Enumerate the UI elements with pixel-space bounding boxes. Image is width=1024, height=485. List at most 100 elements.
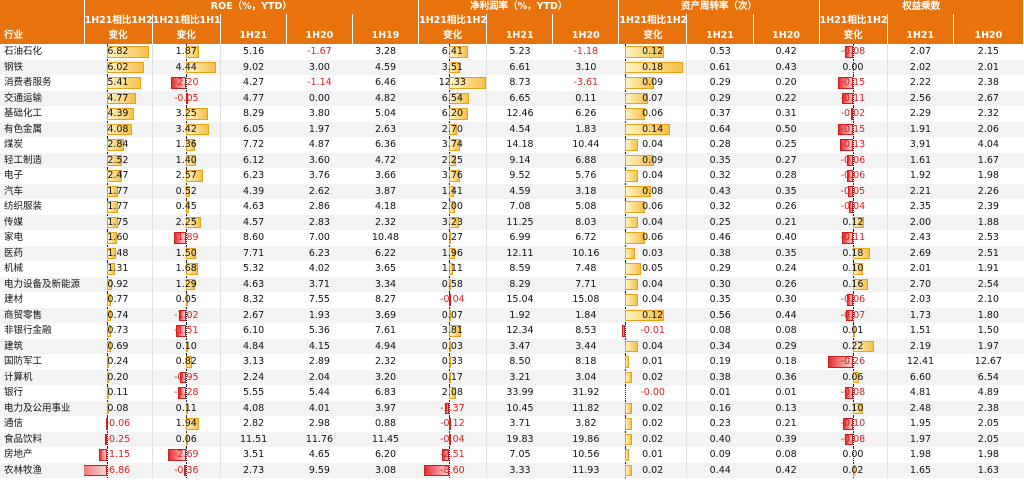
change-bar <box>625 92 648 104</box>
change-bar-cell: 0.04 <box>618 338 688 354</box>
change-bar-cell: 3.42 <box>152 121 221 137</box>
change-bar <box>449 77 486 89</box>
change-bar-cell: 0.04 <box>618 292 688 308</box>
change-bar <box>186 216 202 228</box>
change-bar-cell: -0.01 <box>618 323 688 339</box>
value-cell: 2.82 <box>220 416 287 432</box>
value-cell: 0.36 <box>753 369 820 385</box>
table-row: 电力设备及新能源 0.92 1.29 4.63 3.71 3.34 0.58 8.29 7.71… <box>0 276 1024 292</box>
change-bar <box>186 170 204 182</box>
change-bar <box>625 108 645 120</box>
change-value: 1.77 <box>107 201 129 212</box>
change-bar <box>625 185 652 197</box>
change-value: 3.74 <box>441 139 463 150</box>
table-row: 医药 1.48 1.50 7.71 6.23 6.22 1.96 12.11 10.16 0.03… <box>0 245 1024 261</box>
value-cell: 3.28 <box>352 44 419 60</box>
change-bar <box>186 356 192 368</box>
value-cell: 0.18 <box>753 354 820 370</box>
table-row: 电力及公用事业 0.08 0.11 4.08 4.01 3.97 -1.37 10.45 11.… <box>0 400 1024 416</box>
value-cell: 0.30 <box>753 292 820 308</box>
value-cell: 6.26 <box>552 106 619 122</box>
table-row: 汽车 1.77 0.52 4.39 2.62 3.87 1.41 4.59 3.18 0.08 0.… <box>0 183 1024 199</box>
value-cell: 4.81 <box>887 385 954 401</box>
change-value: 2.70 <box>441 123 463 135</box>
value-cell: 0.16 <box>686 400 754 416</box>
change-value: 0.58 <box>441 278 463 290</box>
value-cell: 3.20 <box>352 369 419 385</box>
change-bar-cell: 6.54 <box>418 90 488 106</box>
value-cell: 6.23 <box>220 168 287 184</box>
change-value: 0.05 <box>175 294 197 305</box>
value-cell: 3.71 <box>286 276 353 292</box>
change-value: 6.82 <box>107 46 129 57</box>
change-bar-cell: -0.08 <box>819 431 888 447</box>
value-cell: 2.06 <box>953 121 1024 137</box>
value-cell: 3.34 <box>352 276 419 292</box>
change-bar-cell: 0.04 <box>618 137 688 153</box>
value-cell: 7.08 <box>486 199 553 215</box>
change-bar <box>852 325 855 337</box>
value-cell: 8.59 <box>486 261 553 277</box>
industry-name: 基础化工 <box>0 106 85 122</box>
change-value: 2.00 <box>441 201 463 212</box>
value-cell: 1.88 <box>953 214 1024 230</box>
value-cell: 2.69 <box>887 245 954 261</box>
change-bar-cell: 0.05 <box>618 261 688 277</box>
change-bar-cell: 0.12 <box>618 307 688 323</box>
change-value: -0.06 <box>840 294 866 305</box>
change-value: 0.00 <box>842 61 864 73</box>
value-cell: 0.08 <box>686 323 754 339</box>
change-bar-cell: 1.36 <box>152 137 221 153</box>
change-bar <box>186 263 198 275</box>
zero-axis <box>852 292 854 308</box>
value-cell: 9.52 <box>486 168 553 184</box>
table-row: 建材 0.77 0.05 8.32 7.55 8.27 -0.04 15.04 15.08 0.0… <box>0 292 1024 308</box>
value-cell: 0.27 <box>753 152 820 168</box>
change-bar <box>105 433 108 445</box>
change-bar-cell: 4.44 <box>152 59 221 75</box>
zero-axis <box>852 121 854 137</box>
change-value: 0.06 <box>842 371 864 383</box>
value-cell: 3.13 <box>220 354 287 370</box>
value-cell: 2.39 <box>953 199 1024 215</box>
change-bar <box>625 433 632 445</box>
value-cell: 4.18 <box>352 199 419 215</box>
value-cell: 6.83 <box>352 385 419 401</box>
change-value: 1.40 <box>175 154 197 166</box>
change-bar <box>106 356 109 368</box>
value-cell: 0.34 <box>686 338 754 354</box>
value-cell: 7.71 <box>552 276 619 292</box>
change-bar <box>186 154 196 166</box>
value-cell: 6.65 <box>486 90 553 106</box>
value-cell: 8.73 <box>486 75 553 91</box>
change-value: -0.95 <box>173 371 199 383</box>
change-bar <box>186 402 189 414</box>
header-margin-vs-1h20: 1H21相比1H20 <box>418 14 488 28</box>
change-value: 0.07 <box>441 309 463 321</box>
change-bar-cell: 0.11 <box>152 400 221 416</box>
change-bar-cell: 0.27 <box>418 230 488 246</box>
change-value: -0.04 <box>440 294 465 305</box>
change-bar-cell: 0.52 <box>152 183 221 199</box>
change-bar <box>838 123 853 135</box>
industry-name: 电力设备及新能源 <box>0 276 85 292</box>
change-bar-cell: 0.06 <box>618 106 688 122</box>
industry-name: 石油石化 <box>0 44 85 60</box>
value-cell: 11.93 <box>552 462 619 478</box>
change-bar <box>847 154 853 166</box>
change-value: 0.11 <box>107 387 129 398</box>
change-bar <box>625 402 632 414</box>
value-cell: 3.65 <box>352 261 419 277</box>
value-cell: 3.18 <box>552 183 619 199</box>
value-cell: 5.76 <box>552 168 619 184</box>
value-cell: 0.22 <box>753 90 820 106</box>
table-row: 交通运输 4.77 -0.05 4.77 0.00 4.82 6.54 6.65 0.11 0.0… <box>0 90 1024 106</box>
table-row: 建筑 0.69 0.10 4.84 4.15 4.94 0.03 3.47 3.44 0.04 0.… <box>0 338 1024 354</box>
change-value: -2.69 <box>173 449 199 460</box>
change-value: 0.01 <box>642 356 664 367</box>
value-cell: 2.05 <box>953 431 1024 447</box>
value-cell: 2.26 <box>953 183 1024 199</box>
change-bar-cell: 0.03 <box>618 245 688 261</box>
value-cell: 2.19 <box>887 338 954 354</box>
value-cell: 0.24 <box>753 261 820 277</box>
